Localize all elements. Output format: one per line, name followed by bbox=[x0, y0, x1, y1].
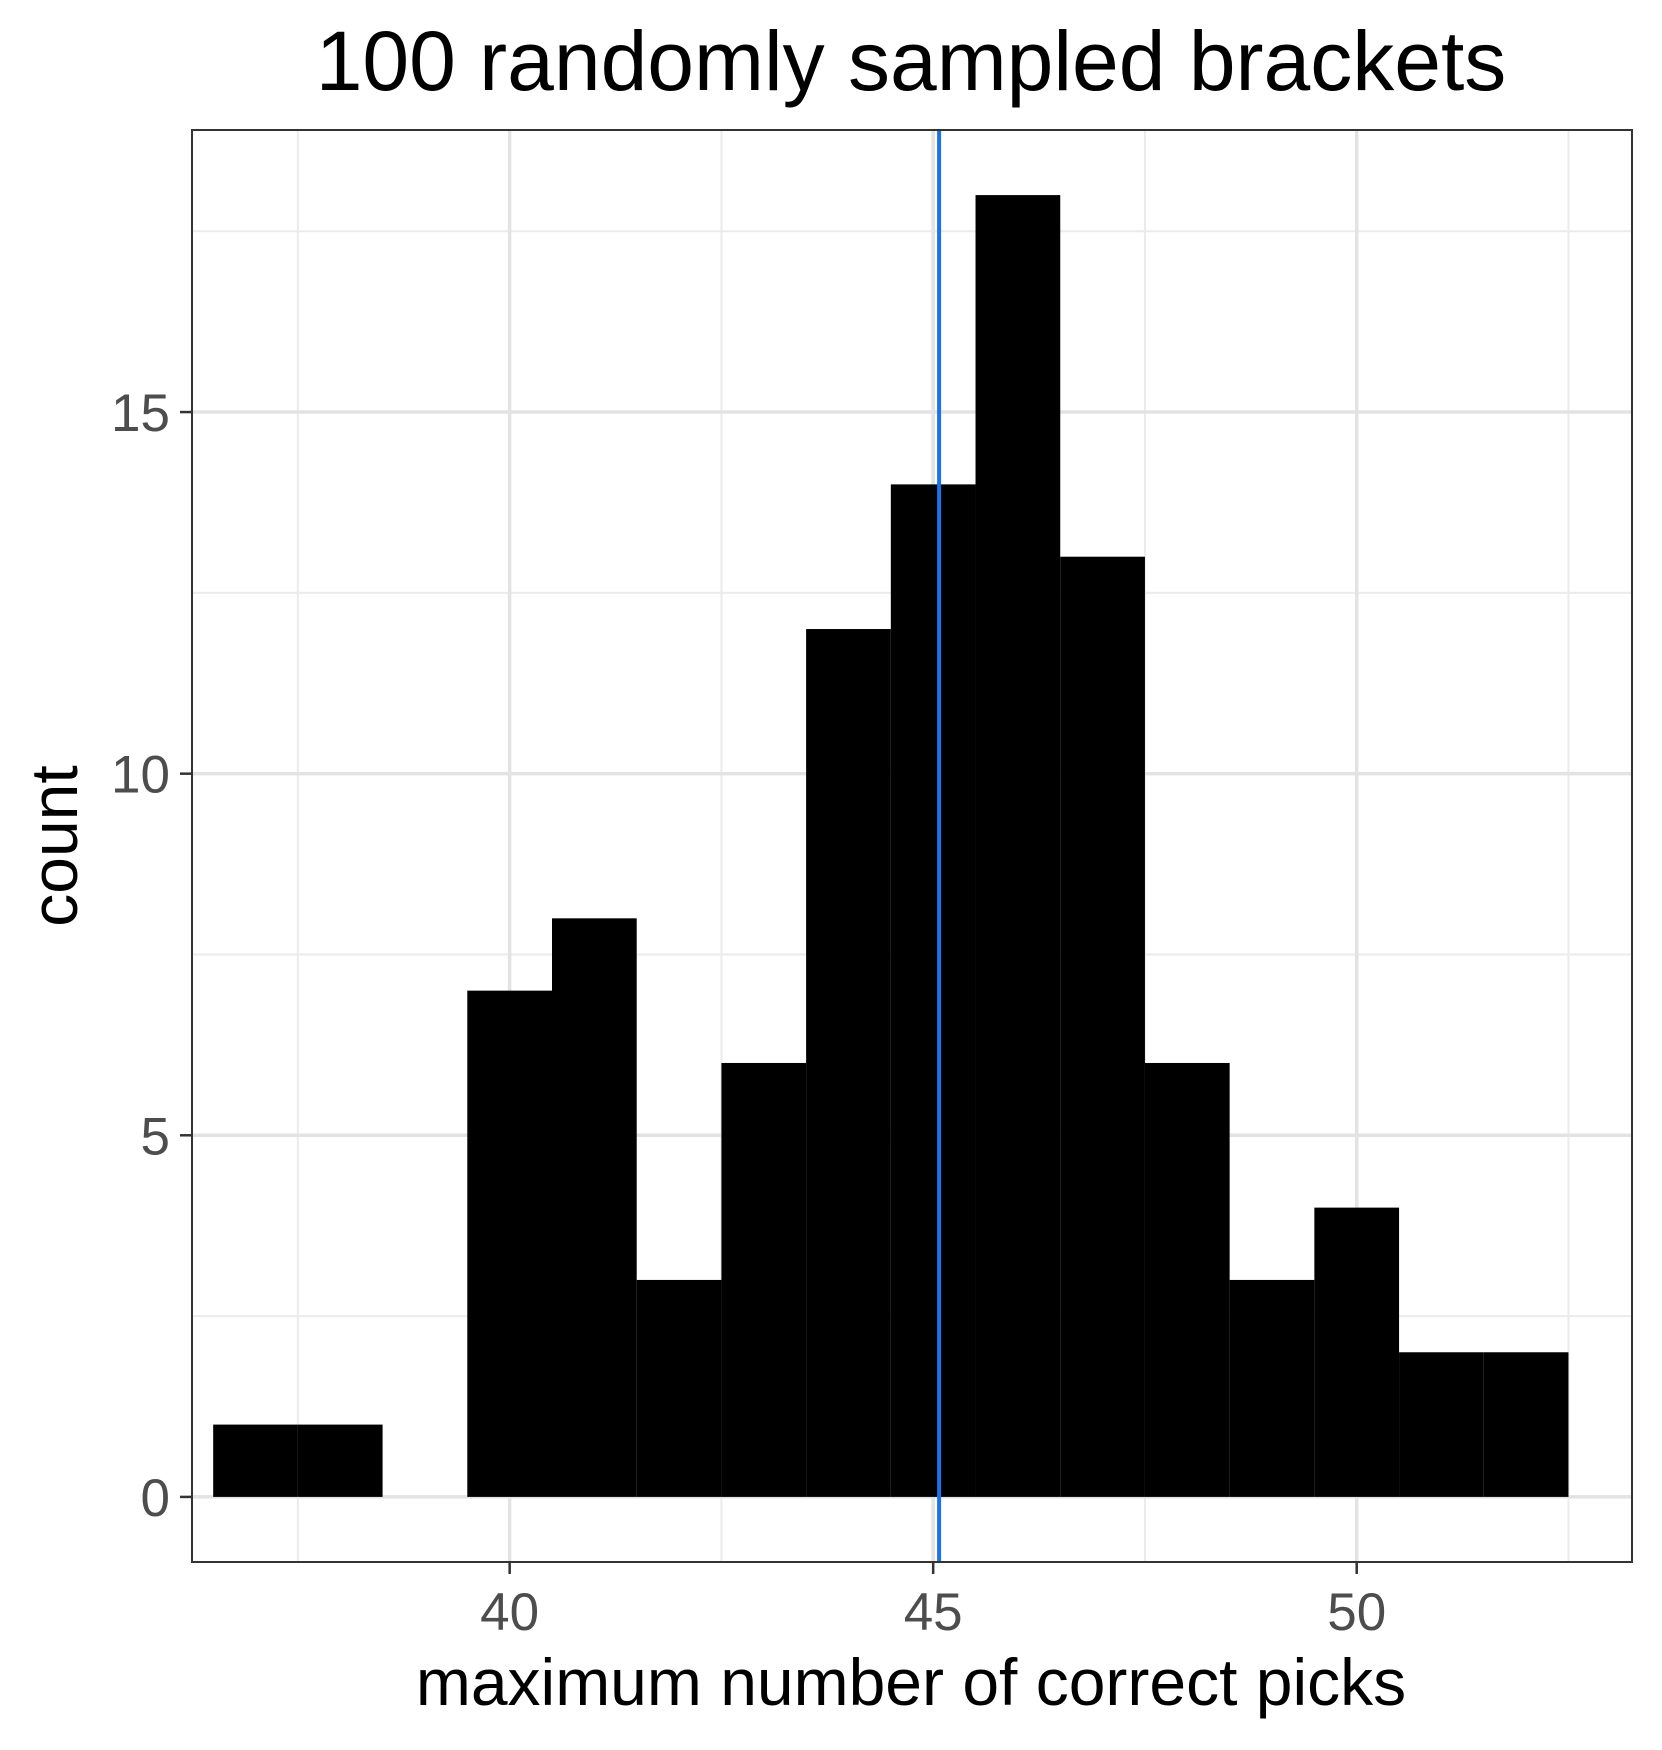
y-axis-title: count bbox=[17, 765, 91, 926]
histogram-bar bbox=[1483, 1352, 1569, 1497]
x-tick-label: 40 bbox=[480, 1583, 539, 1642]
bars bbox=[213, 195, 1569, 1497]
histogram-bar bbox=[297, 1424, 383, 1497]
histogram-bar bbox=[1314, 1207, 1400, 1497]
y-tick-label: 0 bbox=[141, 1469, 170, 1528]
histogram-bar bbox=[636, 1279, 722, 1497]
histogram-bar bbox=[721, 1062, 807, 1497]
chart-title: 100 randomly sampled brackets bbox=[316, 14, 1507, 108]
histogram-bar bbox=[1399, 1352, 1484, 1497]
histogram-bar bbox=[552, 918, 637, 1497]
histogram-bar bbox=[213, 1424, 298, 1497]
x-tick-label: 50 bbox=[1327, 1583, 1386, 1642]
x-tick-label: 45 bbox=[904, 1583, 963, 1642]
x-axis-title: maximum number of correct picks bbox=[416, 1645, 1406, 1719]
histogram-bar bbox=[806, 629, 891, 1497]
y-axis: 0 5 10 15 bbox=[111, 384, 192, 1528]
histogram-bar bbox=[1144, 1062, 1230, 1497]
histogram-bar bbox=[890, 484, 976, 1497]
y-tick-label: 15 bbox=[111, 384, 170, 443]
histogram-bar bbox=[467, 990, 552, 1497]
histogram-bar bbox=[1060, 556, 1145, 1497]
histogram-bar bbox=[975, 195, 1061, 1497]
panel-border bbox=[191, 129, 1633, 1563]
y-tick-label: 5 bbox=[141, 1107, 170, 1166]
x-axis: 40 45 50 bbox=[480, 1562, 1386, 1642]
histogram-bar bbox=[1229, 1279, 1315, 1497]
y-tick-label: 10 bbox=[111, 746, 170, 805]
